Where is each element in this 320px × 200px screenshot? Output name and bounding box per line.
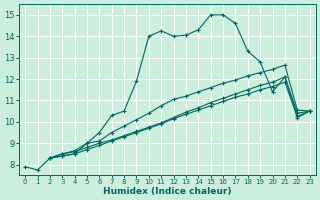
X-axis label: Humidex (Indice chaleur): Humidex (Indice chaleur) [103,187,232,196]
